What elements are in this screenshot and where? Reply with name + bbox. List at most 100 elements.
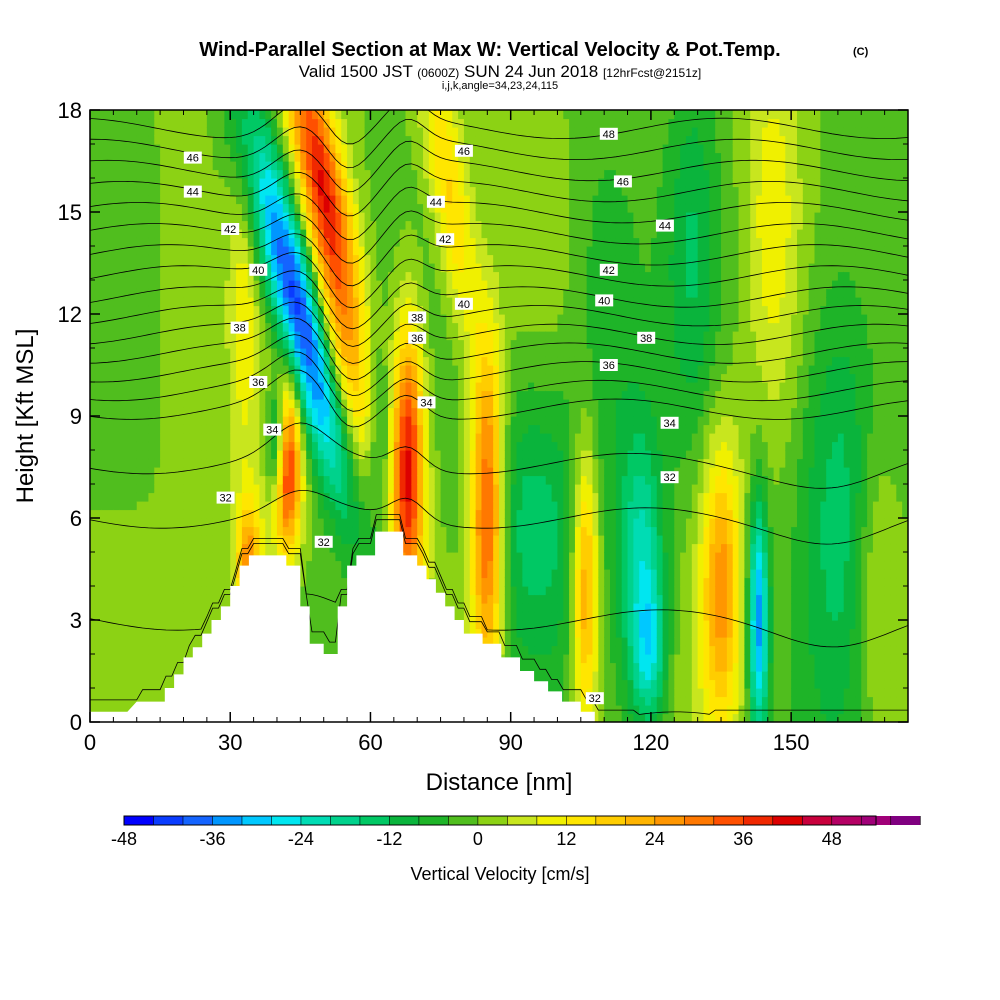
- w-cell: [358, 382, 366, 392]
- w-cell: [487, 382, 494, 392]
- w-cell: [300, 356, 307, 366]
- w-cell: [224, 399, 231, 409]
- w-cell: [224, 475, 231, 485]
- w-cell: [288, 186, 296, 196]
- w-cell: [95, 280, 103, 290]
- w-cell: [113, 577, 120, 587]
- w-cell: [95, 526, 103, 536]
- w-cell: [323, 390, 331, 400]
- w-cell: [253, 450, 261, 460]
- w-cell: [171, 135, 179, 145]
- w-cell: [370, 152, 377, 162]
- w-cell: [171, 586, 179, 596]
- w-cell: [154, 322, 161, 332]
- w-cell: [265, 399, 272, 409]
- w-cell: [195, 450, 202, 460]
- w-cell: [440, 535, 448, 545]
- w-cell: [294, 475, 301, 485]
- w-cell: [142, 399, 150, 409]
- w-cell: [165, 654, 173, 664]
- w-cell: [95, 705, 103, 715]
- w-cell: [165, 671, 173, 681]
- w-cell: [90, 212, 97, 222]
- w-cell: [165, 186, 173, 196]
- w-cell: [428, 450, 436, 460]
- w-cell: [288, 365, 296, 375]
- w-cell: [206, 331, 214, 341]
- w-cell: [136, 305, 144, 315]
- w-cell: [276, 135, 284, 145]
- w-cell: [119, 322, 126, 332]
- w-cell: [352, 407, 360, 417]
- w-cell: [95, 671, 103, 681]
- w-cell: [276, 203, 284, 213]
- w-cell: [90, 509, 97, 519]
- w-cell: [183, 628, 190, 638]
- w-cell: [393, 280, 401, 290]
- w-cell: [446, 458, 453, 468]
- w-cell: [130, 416, 138, 426]
- w-cell: [130, 526, 138, 536]
- w-cell: [405, 390, 412, 400]
- w-cell: [393, 186, 401, 196]
- w-cell: [294, 144, 301, 154]
- w-cell: [201, 492, 208, 502]
- w-cell: [282, 492, 290, 502]
- w-cell: [154, 254, 161, 264]
- w-cell: [312, 118, 319, 128]
- w-cell: [136, 152, 144, 162]
- w-cell: [405, 280, 412, 290]
- w-cell: [294, 186, 301, 196]
- w-cell: [469, 331, 477, 341]
- w-cell: [323, 305, 331, 315]
- w-cell: [95, 135, 103, 145]
- w-cell: [312, 237, 319, 247]
- w-cell: [452, 424, 459, 434]
- w-cell: [335, 526, 342, 536]
- w-cell: [323, 501, 331, 511]
- w-cell: [171, 144, 179, 154]
- w-cell: [417, 467, 424, 477]
- w-cell: [469, 535, 477, 545]
- w-cell: [434, 475, 442, 485]
- w-cell: [125, 390, 132, 400]
- w-cell: [101, 654, 109, 664]
- w-cell: [434, 135, 442, 145]
- w-cell: [113, 110, 120, 120]
- w-cell: [282, 322, 290, 332]
- w-cell: [463, 127, 471, 137]
- w-cell: [411, 433, 418, 443]
- w-cell: [130, 203, 138, 213]
- w-cell: [189, 331, 196, 341]
- w-cell: [148, 280, 155, 290]
- w-cell: [259, 135, 266, 145]
- w-cell: [399, 127, 407, 137]
- w-cell: [276, 526, 284, 536]
- w-cell: [352, 382, 360, 392]
- w-cell: [358, 305, 366, 315]
- w-cell: [288, 407, 296, 417]
- w-cell: [276, 399, 284, 409]
- w-cell: [160, 492, 167, 502]
- w-cell: [148, 382, 155, 392]
- w-cell: [148, 552, 155, 562]
- w-cell: [189, 297, 196, 307]
- w-cell: [125, 178, 132, 188]
- w-cell: [458, 127, 465, 137]
- w-cell: [177, 144, 185, 154]
- w-cell: [101, 603, 109, 613]
- w-cell: [393, 212, 401, 222]
- w-cell: [206, 186, 214, 196]
- w-cell: [195, 322, 202, 332]
- w-cell: [341, 484, 348, 494]
- w-cell: [212, 339, 220, 349]
- w-cell: [271, 297, 278, 307]
- w-cell: [317, 552, 325, 562]
- w-cell: [294, 339, 301, 349]
- w-cell: [428, 501, 436, 511]
- w-cell: [259, 526, 266, 536]
- w-cell: [90, 110, 97, 120]
- w-cell: [165, 586, 173, 596]
- w-cell: [452, 322, 459, 332]
- w-cell: [206, 152, 214, 162]
